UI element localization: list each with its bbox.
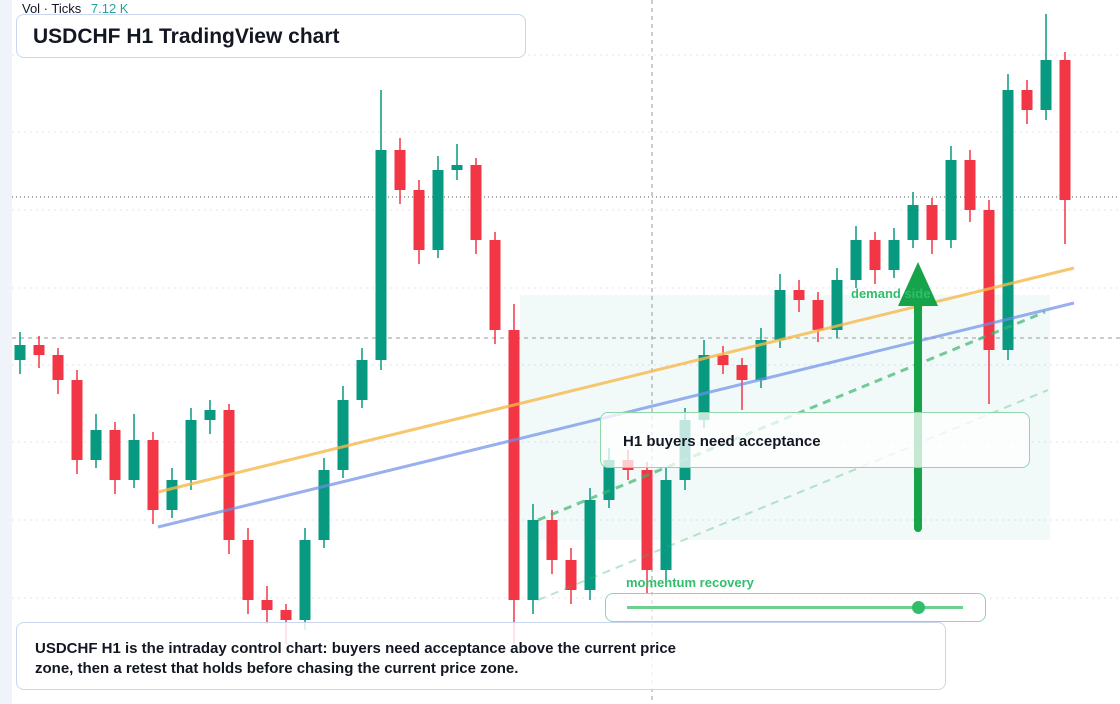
candle-body: [489, 240, 501, 330]
candle-body: [52, 355, 64, 380]
title-box: USDCHF H1 TradingView chart: [16, 14, 526, 58]
candle-body: [964, 160, 976, 210]
candle-body: [755, 340, 767, 380]
candle-body: [584, 500, 596, 590]
candle-body: [280, 610, 292, 620]
candle-body: [204, 410, 216, 420]
candle-body: [603, 460, 615, 500]
vol-label: Vol · Ticks: [22, 1, 82, 16]
candle-body: [109, 430, 121, 480]
candle-body: [831, 280, 843, 330]
candle-body: [356, 360, 368, 400]
candle-body: [394, 150, 406, 190]
candle-body: [128, 440, 140, 480]
zone-label: demand side: [851, 286, 930, 301]
arrow-head: [898, 262, 938, 306]
left-edge: [0, 0, 12, 704]
candle-body: [1002, 90, 1014, 350]
candle-body: [945, 160, 957, 240]
candle-body: [337, 400, 349, 470]
candle-body: [299, 540, 311, 620]
candle-body: [33, 345, 45, 355]
candle-body: [451, 165, 463, 170]
candle-body: [869, 240, 881, 270]
candle-body: [261, 600, 273, 610]
callout-text: H1 buyers need acceptance: [623, 433, 821, 450]
candle-body: [318, 470, 330, 540]
candle-body: [14, 345, 26, 360]
candle-body: [736, 365, 748, 380]
candle-body: [375, 150, 387, 360]
candle-body: [926, 205, 938, 240]
candle-body: [698, 355, 710, 420]
candle-body: [812, 300, 824, 330]
candle-body: [71, 380, 83, 460]
candle-body: [983, 210, 995, 350]
candle-body: [907, 205, 919, 240]
chart-title: USDCHF H1 TradingView chart: [33, 25, 340, 48]
candle-body: [166, 480, 178, 510]
grid: [12, 54, 1120, 599]
candle-body: [147, 440, 159, 510]
candle-body: [527, 520, 539, 600]
trendline-green: [537, 310, 1046, 522]
candle-body: [90, 430, 102, 460]
trendline-faint: [537, 389, 1049, 601]
candle-body: [1059, 60, 1071, 200]
candle-body: [660, 480, 672, 570]
candle-body: [508, 330, 520, 600]
candle-body: [242, 540, 254, 600]
candle-body: [641, 470, 653, 570]
candle-body: [565, 560, 577, 590]
vol-legend: Vol · Ticks 7.12 K: [22, 1, 128, 16]
momentum-knob: [912, 601, 925, 614]
candle-body: [888, 240, 900, 270]
candles: [14, 14, 1071, 644]
candle-body: [470, 165, 482, 240]
candle-body: [546, 520, 558, 560]
candle-body: [185, 420, 197, 480]
candle-body: [793, 290, 805, 300]
candle-body: [1021, 90, 1033, 110]
caption-box: USDCHF H1 is the intraday control chart:…: [16, 622, 946, 690]
vol-value: 7.12 K: [90, 1, 129, 16]
candle-body: [1040, 60, 1052, 110]
momentum-track: [627, 606, 963, 609]
caption-text: USDCHF H1 is the intraday control chart:…: [35, 640, 677, 677]
candle-body: [774, 290, 786, 340]
momentum-box: [605, 593, 986, 622]
candle-body: [432, 170, 444, 250]
candle-body: [850, 240, 862, 280]
candle-body: [413, 190, 425, 250]
candle-body: [717, 355, 729, 365]
momentum-label: momentum recovery: [626, 575, 754, 590]
callout-box: H1 buyers need acceptance: [600, 412, 1030, 468]
